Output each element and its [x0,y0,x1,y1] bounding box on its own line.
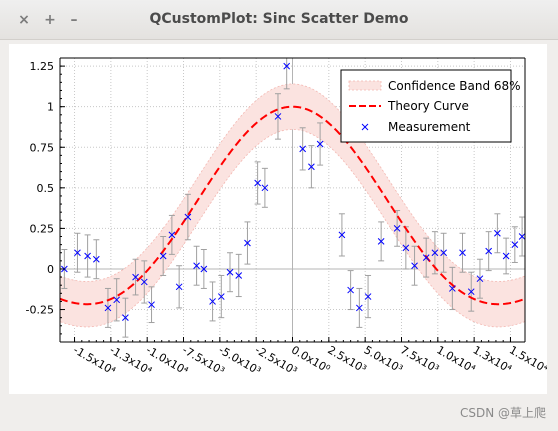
measurement-point-25 [299,145,307,153]
maximize-icon[interactable]: + [44,12,56,28]
y-tick-label-1: 0 [47,263,54,276]
y-tick-label-3: 0.5 [37,182,55,195]
measurement-point-14 [193,262,200,270]
x-tick-label-10: 1.0x10⁴ [434,343,478,376]
x-tick-label-9: 7.5x10³ [398,343,441,375]
measurement-point-7 [132,273,139,281]
legend-item-band[interactable]: Confidence Band 68% [348,79,521,93]
measurement-point-18 [226,268,234,276]
legend-swatch-band [348,80,382,91]
measurement-point-11 [168,231,176,239]
measurement-point-21 [254,179,261,187]
y-tick-label-0: -0.25 [26,304,54,317]
measurement-point-4 [104,304,112,312]
measurement-point-45 [502,252,510,260]
measurement-point-39 [448,285,456,292]
x-tick-label-8: 5.0x10³ [362,343,405,375]
measurement-point-3 [92,255,100,263]
y-tick-label-4: 0.75 [30,141,55,154]
measurement-point-46 [511,241,519,248]
measurement-point-2 [84,252,91,260]
theory-curve [59,105,526,306]
measurement-point-15 [200,265,208,273]
measurement-point-32 [377,238,385,245]
x-tick-label-7: 2.5x10³ [325,343,368,375]
measurement-point-1 [74,249,81,257]
legend-label-theory: Theory Curve [387,99,469,113]
measurement-point-28 [338,231,346,239]
measurement-point-36 [422,254,430,261]
y-tick-label-6: 1.25 [30,60,55,73]
close-icon[interactable]: × [18,12,30,28]
window-title: QCustomPlot: Sinc Scatter Demo [149,11,409,27]
measurement-point-34 [402,244,410,252]
measurement-point-20 [244,239,251,247]
measurement-point-5 [113,296,121,304]
measurement-point-6 [122,314,129,322]
legend-swatch-measurement [361,123,369,131]
measurement-point-23 [274,113,282,120]
title-bar[interactable]: × + – QCustomPlot: Sinc Scatter Demo [0,0,558,40]
measurement-point-29 [347,286,354,294]
measurement-point-38 [440,249,447,257]
measurement-point-40 [459,249,466,257]
measurement-point-10 [159,252,167,260]
measurement-point-35 [411,262,418,270]
y-tick-label-5: 1 [47,101,54,114]
measurement-point-17 [217,293,225,300]
scatter-plot[interactable]: -1.5x10⁴-1.3x10⁴-1.0x10⁴-7.5x10³-5.0x10³… [9,44,551,394]
measurement-point-27 [316,140,324,148]
measurement-point-9 [148,301,155,309]
measurement-point-16 [209,298,216,305]
measurement-point-22 [261,184,269,192]
legend-label-measurement: Measurement [388,120,471,134]
x-tick-label-11: 1.3x10⁴ [471,343,515,376]
plot-widget[interactable]: -1.5x10⁴ -1.3x10⁴ -1.0x10⁴ -7.5x10³ -5.0x10³… [9,44,551,394]
legend-item-measurement[interactable]: Measurement [361,120,471,134]
watermark: CSDN @草上爬 [459,406,546,420]
measurement-point-30 [355,304,363,312]
measurement-point-19 [235,272,243,279]
measurement-point-42 [476,275,484,283]
legend-item-theory[interactable]: Theory Curve [349,99,469,113]
legend[interactable]: Confidence Band 68% Theory Curve Measure… [340,69,521,143]
minimize-icon[interactable]: – [70,12,78,28]
measurement-points [61,62,526,322]
measurement-point-33 [393,225,401,232]
measurement-point-13 [184,213,192,221]
measurement-point-31 [364,293,372,300]
measurement-point-41 [467,288,475,296]
measurement-point-44 [494,229,501,237]
measurement-point-12 [175,283,183,291]
measurement-point-26 [308,163,315,171]
measurement-point-43 [485,247,493,255]
measurement-point-24 [283,62,291,70]
x-tick-label-12: 1.5x10⁴ [507,343,547,376]
measurement-point-47 [518,233,526,240]
legend-label-band: Confidence Band 68% [388,79,521,93]
y-tick-label-2: 0.25 [30,222,55,235]
measurement-point-8 [140,278,148,286]
measurement-point-37 [431,249,439,257]
